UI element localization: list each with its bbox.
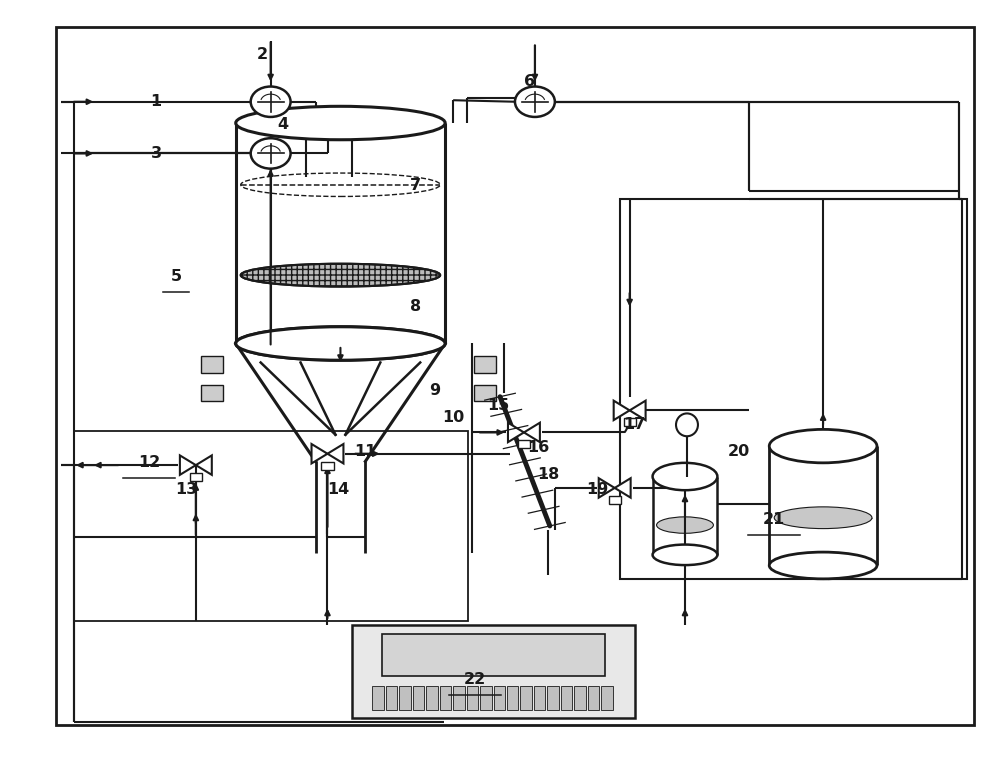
Polygon shape <box>180 456 196 475</box>
Ellipse shape <box>657 517 713 533</box>
Text: 8: 8 <box>410 300 421 314</box>
Bar <box>382 634 605 676</box>
Bar <box>372 686 384 710</box>
Text: 15: 15 <box>487 398 509 414</box>
Bar <box>467 686 478 710</box>
Bar <box>507 686 518 710</box>
Polygon shape <box>599 478 615 497</box>
Polygon shape <box>196 456 212 475</box>
Text: 4: 4 <box>277 117 288 132</box>
Ellipse shape <box>769 430 877 463</box>
Text: 14: 14 <box>327 482 350 497</box>
Ellipse shape <box>774 507 872 529</box>
Bar <box>561 686 572 710</box>
Text: 9: 9 <box>430 383 441 398</box>
Bar <box>609 496 621 504</box>
Bar <box>620 199 967 579</box>
Text: 5: 5 <box>170 269 181 284</box>
Text: 18: 18 <box>537 467 559 481</box>
Circle shape <box>251 86 291 117</box>
Text: 20: 20 <box>728 444 750 459</box>
Polygon shape <box>327 444 343 463</box>
Ellipse shape <box>653 545 717 565</box>
Bar <box>547 686 559 710</box>
Text: 16: 16 <box>527 440 549 456</box>
Text: 17: 17 <box>624 417 646 433</box>
Bar <box>474 385 496 401</box>
Bar <box>480 686 492 710</box>
Polygon shape <box>524 423 540 443</box>
Circle shape <box>515 86 555 117</box>
Polygon shape <box>630 401 646 420</box>
Bar <box>413 686 424 710</box>
Text: 1: 1 <box>150 95 162 109</box>
Bar <box>520 686 532 710</box>
Ellipse shape <box>236 327 445 360</box>
Ellipse shape <box>769 552 877 579</box>
Text: 6: 6 <box>524 74 535 89</box>
Text: 21: 21 <box>763 513 785 527</box>
Bar <box>201 385 223 401</box>
Ellipse shape <box>236 327 445 360</box>
Bar <box>201 356 223 373</box>
Bar <box>190 473 202 481</box>
Bar <box>518 440 530 448</box>
Bar <box>352 625 635 717</box>
Text: 2: 2 <box>257 47 268 62</box>
Bar <box>624 418 636 427</box>
Bar <box>321 462 334 469</box>
Text: 22: 22 <box>464 672 486 687</box>
Text: 10: 10 <box>442 410 464 425</box>
Circle shape <box>251 138 291 169</box>
Bar <box>399 686 411 710</box>
Text: 13: 13 <box>175 482 197 497</box>
Bar <box>74 431 468 621</box>
Polygon shape <box>615 478 631 497</box>
Bar <box>386 686 397 710</box>
Bar <box>426 686 438 710</box>
Polygon shape <box>312 444 327 463</box>
Ellipse shape <box>236 106 445 140</box>
Ellipse shape <box>653 463 717 490</box>
Bar <box>494 686 505 710</box>
Bar <box>588 686 599 710</box>
Text: 12: 12 <box>138 456 160 470</box>
Polygon shape <box>508 423 524 443</box>
Text: 7: 7 <box>410 178 421 193</box>
Bar <box>601 686 613 710</box>
Bar <box>440 686 451 710</box>
Bar <box>534 686 545 710</box>
Bar <box>453 686 465 710</box>
Text: 11: 11 <box>354 444 376 459</box>
Ellipse shape <box>676 414 698 436</box>
Text: 3: 3 <box>150 146 162 161</box>
Text: 19: 19 <box>587 482 609 497</box>
Ellipse shape <box>241 264 440 287</box>
Bar <box>474 356 496 373</box>
Polygon shape <box>614 401 630 420</box>
Bar <box>574 686 586 710</box>
